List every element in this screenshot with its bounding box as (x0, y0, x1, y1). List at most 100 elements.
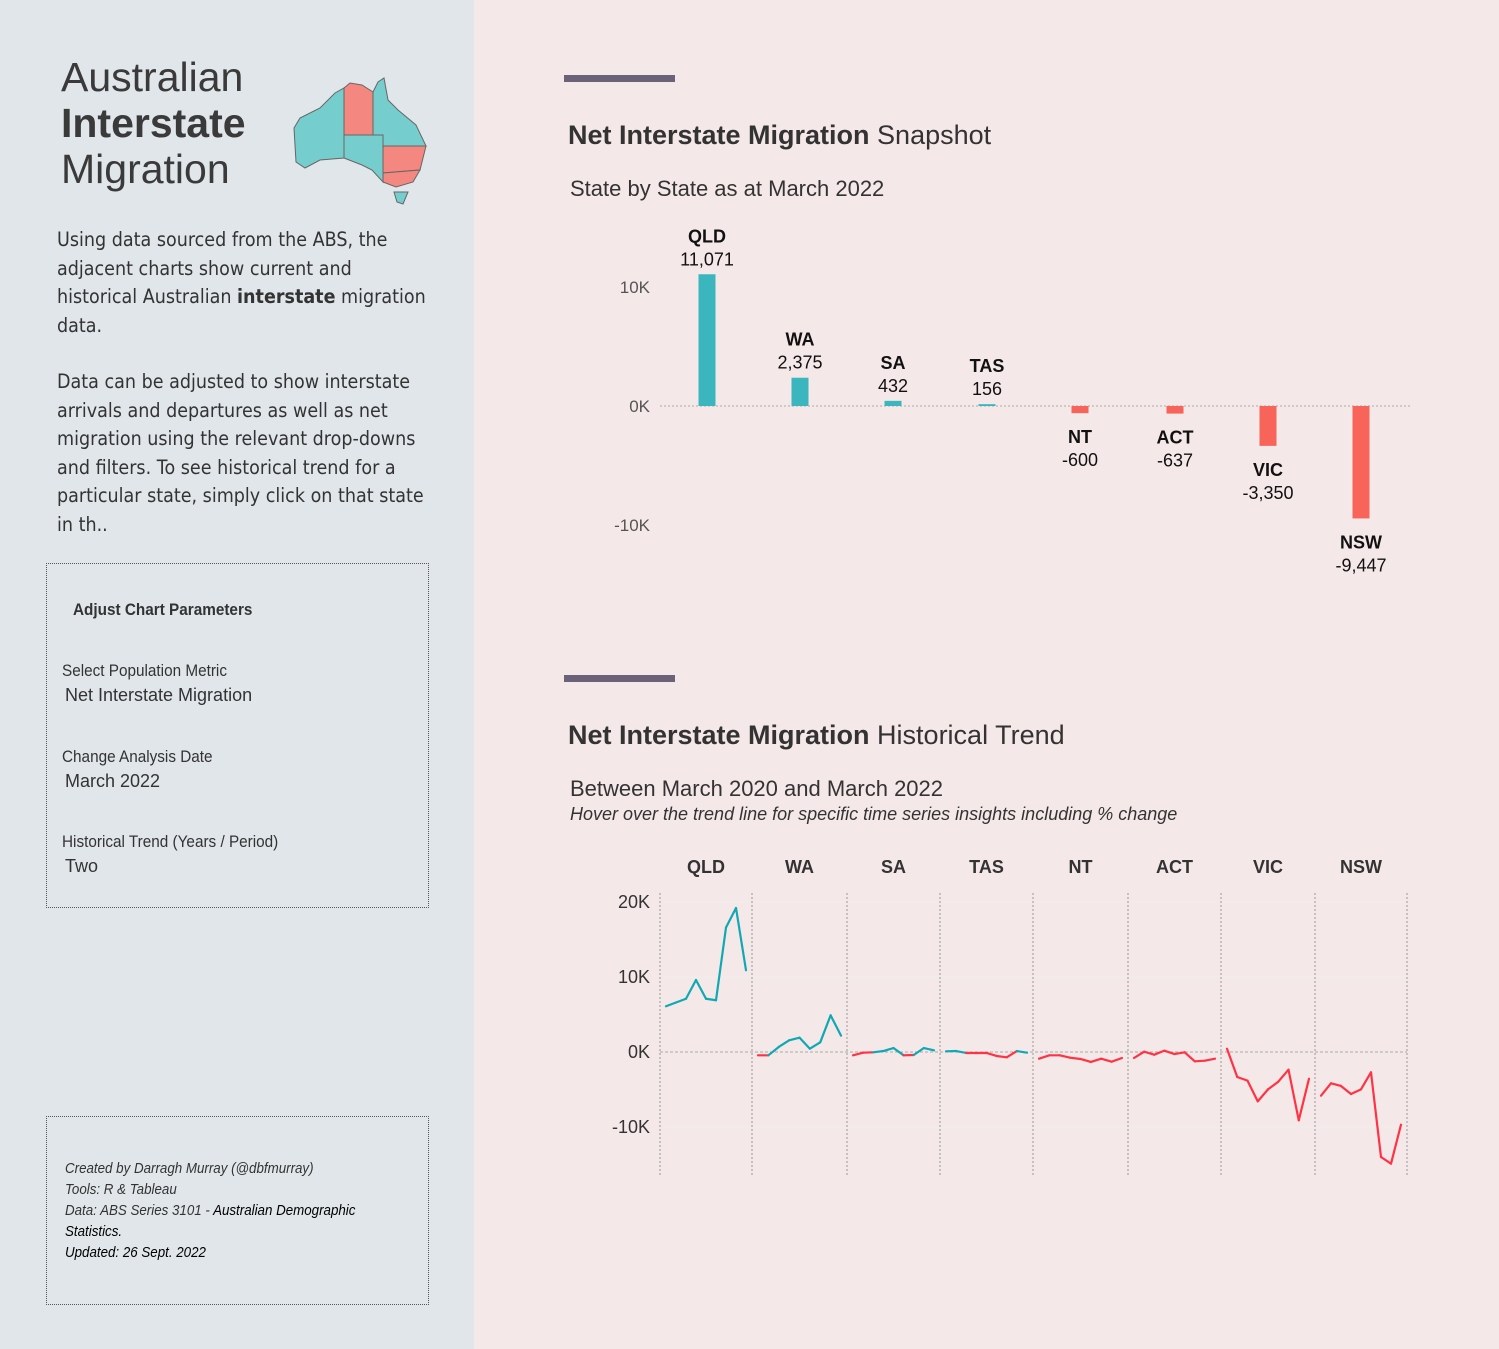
trend-line-wa[interactable] (798, 1036, 811, 1050)
trend-line-nsw[interactable] (1379, 1155, 1393, 1165)
trend-line-act[interactable] (1203, 1057, 1217, 1062)
trend-line-wa[interactable] (788, 1036, 801, 1042)
intro-paragraph-1: Using data sourced from the ABS, the adj… (57, 226, 435, 340)
trend-title-rest: Historical Trend (869, 720, 1065, 750)
trend-line-act[interactable] (1183, 1051, 1196, 1063)
trend-line-wa[interactable] (808, 1041, 822, 1050)
bar-category-label: SA (880, 353, 905, 373)
trend-line-nt[interactable] (1100, 1057, 1113, 1063)
trend-line-nsw[interactable] (1349, 1088, 1363, 1096)
bar-vic[interactable] (1259, 406, 1277, 446)
panel-header: ACT (1156, 857, 1193, 877)
trend-line-vic[interactable] (1256, 1088, 1270, 1103)
trend-line-qld[interactable] (674, 997, 688, 1004)
title-line: Interstate (61, 100, 246, 146)
intro-text-part: migration data. (57, 285, 426, 337)
trend-line-sa[interactable] (851, 1051, 865, 1057)
trend-line-act[interactable] (1193, 1059, 1206, 1063)
australia-map-icon[interactable] (0, 0, 474, 220)
date-dropdown[interactable]: March 2022 (65, 771, 161, 791)
trend-line-nt[interactable] (1069, 1056, 1082, 1061)
intro-paragraph-2: Data can be adjusted to show interstate … (57, 370, 424, 536)
bar-qld[interactable] (698, 274, 716, 406)
trend-line-qld[interactable] (664, 1001, 678, 1008)
title-line: Migration (61, 146, 230, 192)
trend-line-act[interactable] (1143, 1050, 1156, 1056)
bar-wa[interactable] (791, 377, 809, 406)
snapshot-title-bold: Net Interstate Migration (568, 120, 870, 150)
bar-act[interactable] (1166, 406, 1184, 414)
map-state-vic[interactable] (382, 169, 421, 188)
trend-line-vic[interactable] (1236, 1075, 1249, 1082)
trend-line-act[interactable] (1153, 1049, 1166, 1056)
bar-nsw[interactable] (1352, 406, 1370, 519)
trend-line-tas[interactable] (1005, 1049, 1018, 1059)
trend-line-nsw[interactable] (1369, 1071, 1383, 1159)
trend-line-qld[interactable] (724, 906, 738, 929)
y-tick-label: 0K (628, 1042, 650, 1062)
bar-value-label: -9,447 (1335, 555, 1386, 575)
trend-line-sa[interactable] (892, 1046, 905, 1057)
bar-category-label: NT (1068, 427, 1092, 447)
trend-line-nt[interactable] (1058, 1054, 1072, 1059)
map-state-wa[interactable] (293, 87, 345, 169)
bar-value-label: 2,375 (777, 353, 822, 373)
trend-note: Hover over the trend line for specific t… (570, 804, 1178, 824)
metric-dropdown[interactable]: Net Interstate Migration (65, 685, 253, 705)
trend-line-wa[interactable] (777, 1039, 791, 1049)
snapshot-title-rest: Snapshot (869, 120, 992, 150)
trend-line-sa[interactable] (912, 1046, 925, 1057)
trend-line-nt[interactable] (1089, 1057, 1103, 1064)
trend-line-nt[interactable] (1037, 1054, 1051, 1060)
trend-line-sa[interactable] (922, 1046, 936, 1052)
trend-line-nt[interactable] (1079, 1057, 1092, 1064)
credit-updated: Updated: 26 Sept. 2022 (65, 1245, 206, 1261)
trend-line-vic[interactable] (1277, 1068, 1290, 1083)
trend-line-qld[interactable] (694, 978, 708, 1000)
trend-line-act[interactable] (1173, 1051, 1186, 1056)
trend-line-nt[interactable] (1110, 1056, 1124, 1063)
trend-line-vic[interactable] (1225, 1047, 1239, 1079)
trend-line-nsw[interactable] (1339, 1084, 1353, 1096)
bar-tas[interactable] (978, 404, 996, 406)
credits-panel: Created by Darragh Murray (@dbfmurray) T… (46, 1116, 429, 1305)
parameters-heading: Adjust Chart Parameters (73, 600, 253, 619)
trend-line-act[interactable] (1132, 1050, 1146, 1060)
bar-value-label: 11,071 (680, 249, 734, 269)
trend-line-nsw[interactable] (1319, 1082, 1333, 1097)
trend-line-act[interactable] (1163, 1049, 1176, 1056)
bar-category-label: TAS (970, 356, 1005, 376)
trend-line-sa[interactable] (882, 1046, 895, 1053)
trend-line-wa[interactable] (767, 1045, 780, 1057)
trend-title-bold: Net Interstate Migration (568, 720, 870, 750)
trend-line-vic[interactable] (1297, 1077, 1311, 1122)
trend-line-qld[interactable] (734, 906, 748, 972)
period-dropdown[interactable]: Two (65, 856, 99, 876)
trend-line-tas[interactable] (995, 1054, 1008, 1059)
trend-line-qld[interactable] (714, 926, 728, 1002)
bar-nt[interactable] (1071, 406, 1089, 414)
trend-line-vic[interactable] (1287, 1068, 1300, 1122)
trend-line-qld[interactable] (684, 978, 698, 1000)
trend-line-sa[interactable] (872, 1049, 885, 1054)
trend-line-nsw[interactable] (1359, 1071, 1373, 1091)
trend-line-vic[interactable] (1246, 1079, 1259, 1103)
trend-line-nsw[interactable] (1329, 1082, 1343, 1088)
trend-line-wa[interactable] (819, 1014, 832, 1044)
bar-category-label: NSW (1340, 532, 1382, 552)
credit-author: Created by Darragh Murray (@dbfmurray) (65, 1161, 314, 1177)
bar-sa[interactable] (884, 400, 902, 406)
trend-line-qld[interactable] (704, 997, 718, 1002)
trend-line-nsw[interactable] (1389, 1123, 1403, 1165)
trend-line-tas[interactable] (985, 1051, 998, 1058)
bar-category-label: QLD (688, 226, 726, 246)
map-state-sa[interactable] (343, 134, 384, 184)
y-tick-label: 10K (620, 278, 651, 297)
y-tick-label: 0K (629, 397, 650, 416)
credit-data: Data: ABS Series 3101 - (65, 1203, 214, 1219)
trend-line-tas[interactable] (1015, 1049, 1029, 1054)
map-state-tas[interactable] (393, 191, 409, 205)
trend-line-tas[interactable] (955, 1049, 968, 1055)
trend-line-wa[interactable] (829, 1014, 843, 1037)
trend-line-vic[interactable] (1266, 1080, 1280, 1091)
